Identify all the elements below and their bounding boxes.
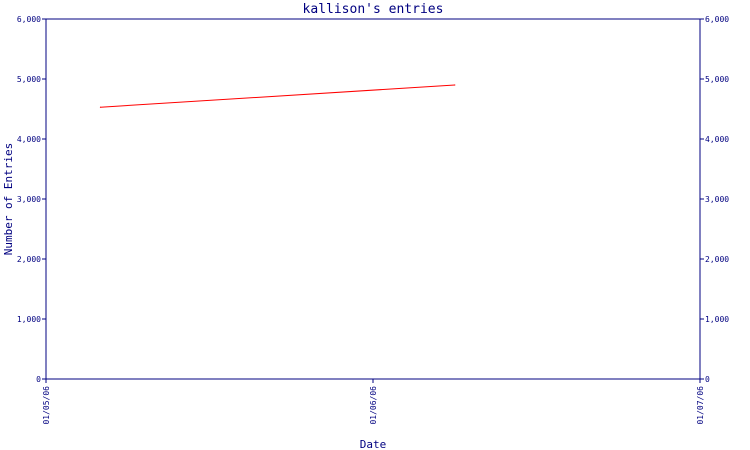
y-tick-label-right: 1,000 xyxy=(705,315,729,324)
y-tick-label-right: 3,000 xyxy=(705,195,729,204)
series-line xyxy=(100,84,455,108)
y-tick-label-left: 3,000 xyxy=(17,195,41,204)
y-tick-label-left: 2,000 xyxy=(17,255,41,264)
data-point xyxy=(454,84,456,86)
x-tick-label: 01/06/06 xyxy=(369,386,378,425)
y-tick-label-right: 6,000 xyxy=(705,15,729,24)
x-tick-label: 01/05/06 xyxy=(42,386,51,425)
series-layer xyxy=(99,84,456,108)
y-tick-label-right: 5,000 xyxy=(705,75,729,84)
y-tick-label-left: 6,000 xyxy=(17,15,41,24)
y-tick-label-right: 2,000 xyxy=(705,255,729,264)
data-point xyxy=(99,106,102,108)
y-tick-label-left: 1,000 xyxy=(17,315,41,324)
right-y-axis: 0 1,000 2,000 3,000 4,000 5,000 6,000 xyxy=(700,15,729,384)
y-axis-title: Number of Entries xyxy=(2,143,15,256)
chart-title: kallison's entries xyxy=(303,2,444,17)
y-tick-label-left: 4,000 xyxy=(17,135,41,144)
y-tick-label-right: 0 xyxy=(705,375,710,384)
y-tick-label-right: 4,000 xyxy=(705,135,729,144)
y-tick-label-left: 0 xyxy=(36,375,41,384)
x-axis: 01/05/06 01/06/06 01/07/06 xyxy=(42,379,705,425)
x-tick-label: 01/07/06 xyxy=(696,386,705,425)
left-y-axis: 0 1,000 2,000 3,000 4,000 5,000 6,000 xyxy=(17,15,46,384)
plot-area xyxy=(45,18,701,380)
x-axis-title: Date xyxy=(360,438,387,450)
y-tick-label-left: 5,000 xyxy=(17,75,41,84)
